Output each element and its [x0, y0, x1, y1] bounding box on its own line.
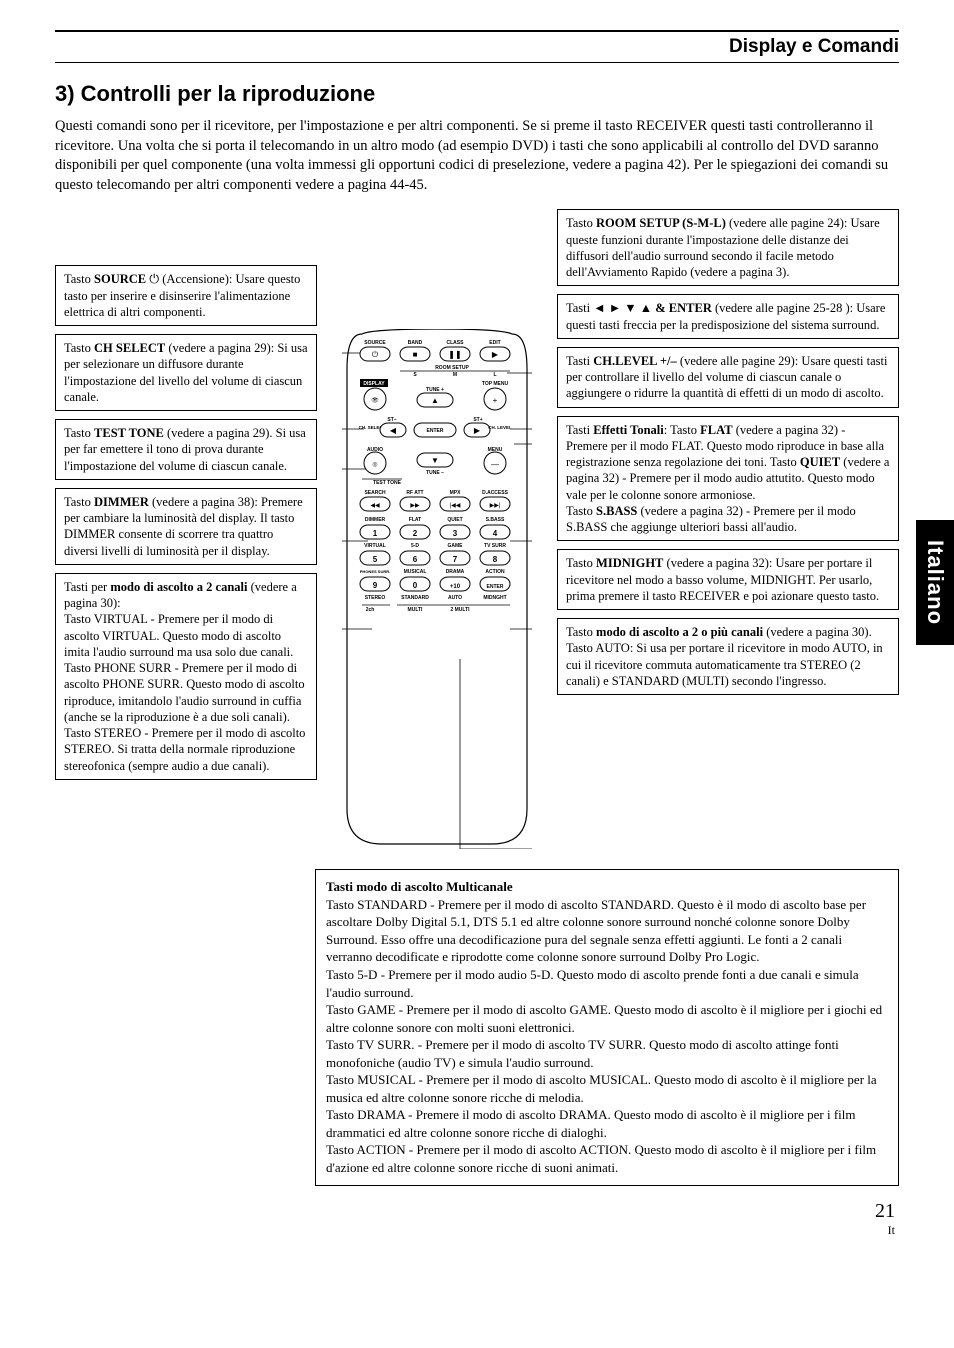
- svg-text:ACTION: ACTION: [485, 569, 505, 575]
- svg-text:PHONES SURR.: PHONES SURR.: [360, 569, 390, 574]
- svg-text:■: ■: [413, 350, 418, 359]
- svg-text:SOURCE: SOURCE: [364, 340, 386, 346]
- section-title: 3) Controlli per la riproduzione: [55, 81, 899, 107]
- three-column-layout: Tasto SOURCE ⏻ (Accensione): Usare quest…: [55, 209, 899, 849]
- intro-paragraph: Questi comandi sono per il ricevitore, p…: [55, 117, 899, 195]
- svg-text:2 MULTI: 2 MULTI: [450, 607, 470, 613]
- callout-test-tone: Tasto TEST TONE (vedere a pagina 29). Si…: [55, 419, 317, 480]
- svg-text:RF ATT: RF ATT: [406, 490, 423, 496]
- svg-text:3: 3: [453, 529, 458, 538]
- top-rule: [55, 30, 899, 32]
- callout-dimmer: Tasto DIMMER (vedere a pagina 38): Preme…: [55, 488, 317, 565]
- header-row: Display e Comandi: [55, 36, 899, 63]
- svg-text:👁: 👁: [371, 397, 379, 404]
- callout-2ch-modes: Tasti per modo di ascolto a 2 canali (ve…: [55, 573, 317, 780]
- callout-tone-effects: Tasti Effetti Tonali: Tasto FLAT (vedere…: [557, 416, 899, 542]
- callout-midnight: Tasto MIDNIGHT (vedere a pagina 32): Usa…: [557, 549, 899, 610]
- svg-text:▲: ▲: [431, 396, 439, 405]
- callout-room-setup: Tasto ROOM SETUP (S-M-L) (vedere alle pa…: [557, 209, 899, 286]
- svg-text:❚❚: ❚❚: [448, 350, 461, 359]
- page-number: 21: [55, 1200, 899, 1223]
- callout-multichannel: Tasti modo di ascolto Multicanale Tasto …: [315, 869, 899, 1185]
- left-callouts: Tasto SOURCE ⏻ (Accensione): Usare quest…: [55, 265, 317, 780]
- svg-text:+: +: [493, 396, 498, 405]
- svg-text:▶: ▶: [474, 426, 481, 435]
- svg-text:SEARCH: SEARCH: [364, 490, 386, 496]
- svg-text:0: 0: [413, 581, 418, 590]
- svg-text:MIDNGHT: MIDNGHT: [483, 595, 506, 601]
- svg-text:AUTO: AUTO: [448, 595, 462, 601]
- callout-source: Tasto SOURCE ⏻ (Accensione): Usare quest…: [55, 265, 317, 326]
- svg-text:ENTER: ENTER: [487, 584, 504, 590]
- svg-text:TOP MENU: TOP MENU: [482, 381, 509, 387]
- multichannel-body: Tasto STANDARD - Premere per il modo di …: [326, 897, 882, 1175]
- svg-text:TUNE –: TUNE –: [426, 470, 444, 476]
- svg-text:M: M: [453, 372, 457, 378]
- svg-text:8: 8: [493, 555, 498, 564]
- svg-text:6: 6: [413, 555, 418, 564]
- svg-text:ST–: ST–: [387, 417, 396, 423]
- svg-text:1: 1: [373, 529, 378, 538]
- svg-text:D.ACCESS: D.ACCESS: [482, 490, 509, 496]
- callout-arrows-enter: Tasti ◄ ► ▼ ▲ & ENTER (vedere alle pagin…: [557, 294, 899, 339]
- svg-text:EDIT: EDIT: [489, 340, 500, 346]
- svg-text:TUNE +: TUNE +: [426, 387, 444, 393]
- svg-text:MUSICAL: MUSICAL: [404, 569, 427, 575]
- svg-text:2ch: 2ch: [366, 607, 375, 613]
- page-lang-code: It: [55, 1223, 899, 1238]
- svg-text:S.BASS: S.BASS: [486, 517, 505, 523]
- svg-text:|◀◀: |◀◀: [450, 503, 461, 509]
- page-category: Display e Comandi: [729, 36, 899, 58]
- svg-text:MPX: MPX: [450, 490, 462, 496]
- svg-text:VIRTUAL: VIRTUAL: [364, 543, 386, 549]
- multichannel-title: Tasti modo di ascolto Multicanale: [326, 879, 513, 894]
- svg-text:L: L: [493, 372, 496, 378]
- svg-text:◀: ◀: [390, 426, 397, 435]
- right-callouts: Tasto ROOM SETUP (S-M-L) (vedere alle pa…: [557, 209, 899, 695]
- callout-auto: Tasto modo di ascolto a 2 o più canali (…: [557, 618, 899, 695]
- svg-text:DRAMA: DRAMA: [446, 569, 465, 575]
- svg-text:STEREO: STEREO: [365, 595, 386, 601]
- svg-text:⏻: ⏻: [372, 350, 379, 359]
- svg-text:TEST TONE: TEST TONE: [373, 480, 402, 486]
- svg-text:—: —: [491, 460, 499, 469]
- svg-text:TV SURR: TV SURR: [484, 543, 506, 549]
- svg-text:9: 9: [373, 581, 378, 590]
- remote-diagram: SOURCE BAND CLASS EDIT ⏻ ■ ❚❚ ▶ ROOM SET…: [327, 209, 547, 849]
- svg-text:CH. LEVEL: CH. LEVEL: [488, 425, 512, 430]
- callout-ch-select: Tasto CH SELECT (vedere a pagina 29): Si…: [55, 334, 317, 411]
- svg-text:5: 5: [373, 555, 378, 564]
- svg-text:ROOM SETUP: ROOM SETUP: [435, 365, 469, 371]
- svg-text:ST+: ST+: [473, 417, 482, 423]
- language-side-tab: Italiano: [916, 520, 954, 645]
- svg-text:BAND: BAND: [408, 340, 423, 346]
- svg-text:STANDARD: STANDARD: [401, 595, 429, 601]
- svg-text:▶: ▶: [492, 350, 499, 359]
- svg-text:FLAT: FLAT: [409, 517, 421, 523]
- svg-text:2: 2: [413, 529, 418, 538]
- svg-text:CLASS: CLASS: [447, 340, 465, 346]
- callout-ch-level: Tasti CH.LEVEL +/– (vedere alle pagine 2…: [557, 347, 899, 408]
- svg-text:MULTI: MULTI: [408, 607, 424, 613]
- svg-text:▶▶|: ▶▶|: [490, 503, 501, 509]
- svg-text:◎: ◎: [372, 462, 377, 468]
- svg-text:7: 7: [453, 555, 458, 564]
- svg-text:DIMMER: DIMMER: [365, 517, 386, 523]
- remote-svg: SOURCE BAND CLASS EDIT ⏻ ■ ❚❚ ▶ ROOM SET…: [342, 329, 532, 849]
- svg-text:5-D: 5-D: [411, 543, 419, 549]
- svg-text:DISPLAY: DISPLAY: [363, 381, 385, 387]
- svg-text:▶▶: ▶▶: [410, 503, 420, 509]
- svg-text:▼: ▼: [431, 456, 439, 465]
- svg-text:ENTER: ENTER: [427, 428, 444, 434]
- svg-text:◀◀: ◀◀: [370, 503, 380, 509]
- svg-text:4: 4: [493, 529, 498, 538]
- svg-text:QUIET: QUIET: [447, 517, 462, 523]
- svg-text:+10: +10: [450, 584, 461, 590]
- svg-text:GAME: GAME: [448, 543, 464, 549]
